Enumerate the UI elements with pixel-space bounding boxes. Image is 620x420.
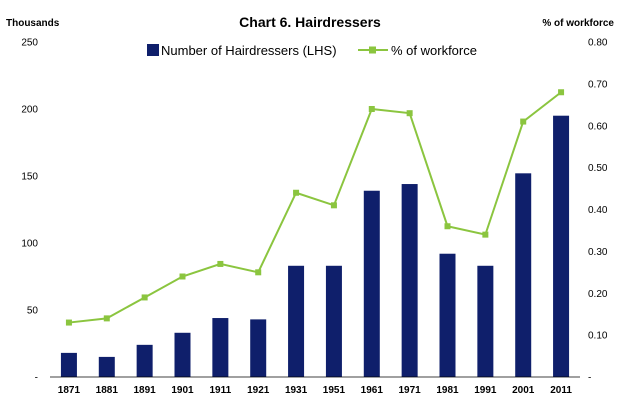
left-tick-label: 250 (21, 38, 38, 49)
right-tick-label: 0.30 (588, 247, 608, 258)
line-marker-1991 (482, 231, 489, 238)
bar-series (60, 115, 570, 377)
workforce-share-line (68, 91, 562, 324)
left-axis-ticks: - 50 100 150 200 250 (21, 38, 38, 384)
line-marker-1881 (103, 315, 110, 322)
legend: Number of Hairdressers (LHS) % of workfo… (147, 43, 477, 58)
line-marker-2001 (520, 118, 527, 125)
x-tick-label: 2001 (512, 385, 535, 396)
right-tick-label: 0.20 (588, 289, 608, 300)
bar-1961 (363, 190, 380, 377)
left-tick-label: 100 (21, 239, 38, 250)
x-tick-label: 1931 (285, 385, 308, 396)
line-marker-1981 (444, 223, 451, 230)
right-axis-unit-label: % of workforce (542, 18, 614, 29)
line-marker-1921 (255, 269, 262, 276)
left-tick-label: 200 (21, 105, 38, 116)
legend-swatch-bars (147, 44, 159, 56)
x-tick-label: 1951 (323, 385, 346, 396)
x-tick-label: 1881 (96, 385, 119, 396)
x-tick-label: 1971 (399, 385, 422, 396)
right-tick-label: 0.60 (588, 121, 608, 132)
legend-label-line: % of workforce (391, 43, 477, 58)
x-tick-label: 1921 (247, 385, 270, 396)
bar-1901 (174, 332, 191, 377)
right-tick-label: 0.80 (588, 38, 608, 49)
line-marker-1971 (406, 110, 413, 117)
right-tick-label: 0.70 (588, 79, 608, 90)
bar-1951 (325, 265, 342, 377)
line-marker-1871 (65, 319, 72, 326)
legend-label-bars: Number of Hairdressers (LHS) (161, 43, 337, 58)
x-tick-label: 2011 (550, 385, 572, 396)
left-tick-label: 50 (27, 306, 39, 317)
bar-1991 (477, 265, 494, 377)
line-marker-1961 (368, 106, 375, 112)
bar-1931 (288, 265, 305, 377)
line-marker-1901 (179, 273, 186, 280)
left-axis-unit-label: Thousands (6, 18, 60, 29)
x-tick-label: 1961 (361, 385, 384, 396)
chart-title: Chart 6. Hairdressers (239, 14, 381, 30)
x-tick-label: 1911 (210, 385, 232, 396)
bar-1921 (250, 319, 267, 377)
right-tick-label: 0.10 (588, 331, 608, 342)
line-marker-2011 (558, 89, 565, 96)
bar-1981 (439, 253, 456, 377)
x-axis-ticks: 1871 1881 1891 1901 1911 1921 1931 1951 1961 1971… (58, 385, 573, 396)
right-tick-label: 0.50 (588, 163, 608, 174)
x-tick-label: 1871 (58, 385, 81, 396)
line-series (65, 89, 565, 326)
x-tick-label: 1901 (171, 385, 194, 396)
right-tick-label: - (588, 373, 591, 384)
bar-2011 (553, 115, 570, 377)
x-tick-label: 1981 (436, 385, 459, 396)
bar-1891 (136, 344, 153, 377)
x-tick-label: 1991 (474, 385, 497, 396)
legend-swatch-marker (369, 46, 376, 54)
line-marker-1891 (141, 294, 148, 301)
bar-1881 (98, 356, 115, 377)
line-marker-1911 (217, 260, 224, 267)
right-tick-label: 0.40 (588, 205, 608, 216)
x-tick-label: 1891 (134, 385, 157, 396)
line-marker-1931 (293, 189, 300, 196)
right-axis-ticks: - 0.10 0.20 0.30 0.40 0.50 0.60 0.70 0.80 (588, 38, 608, 384)
bar-2001 (515, 173, 532, 377)
bar-1971 (401, 184, 418, 377)
left-tick-label: 150 (21, 172, 38, 183)
left-tick-label: - (35, 373, 38, 384)
line-marker-1951 (330, 202, 337, 209)
bar-1911 (212, 318, 229, 377)
bar-1871 (60, 352, 77, 377)
